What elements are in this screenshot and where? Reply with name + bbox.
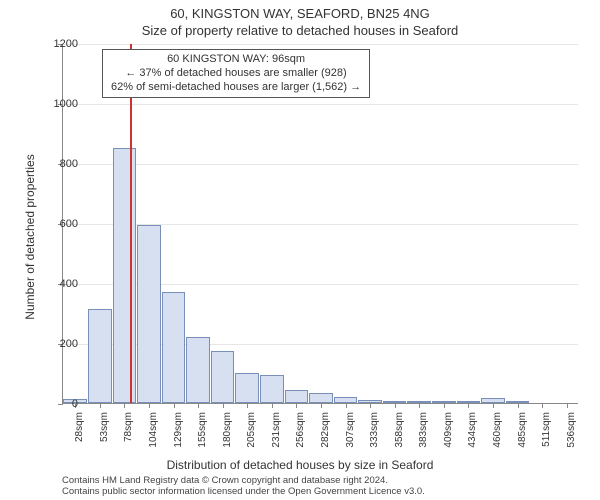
y-tick-label: 200 xyxy=(42,338,78,350)
x-tick-label: 333sqm xyxy=(369,412,380,452)
x-tick-label: 155sqm xyxy=(197,412,208,452)
y-tick-label: 800 xyxy=(42,158,78,170)
histogram-bar xyxy=(162,292,186,403)
x-tick-label: 180sqm xyxy=(222,412,233,452)
x-tick-label: 511sqm xyxy=(541,412,552,452)
x-tick-mark xyxy=(198,403,199,408)
chart-title-main: 60, KINGSTON WAY, SEAFORD, BN25 4NG xyxy=(0,6,600,21)
x-tick-label: 282sqm xyxy=(320,412,331,452)
y-tick-label: 400 xyxy=(42,278,78,290)
x-tick-label: 434sqm xyxy=(467,412,478,452)
x-tick-mark xyxy=(346,403,347,408)
x-tick-mark xyxy=(124,403,125,408)
x-tick-label: 104sqm xyxy=(148,412,159,452)
annotation-line: 60 KINGSTON WAY: 96sqm xyxy=(111,53,361,67)
x-tick-label: 28sqm xyxy=(74,412,85,452)
x-tick-label: 53sqm xyxy=(99,412,110,452)
x-tick-mark xyxy=(542,403,543,408)
x-tick-mark xyxy=(272,403,273,408)
x-tick-label: 256sqm xyxy=(295,412,306,452)
x-tick-label: 383sqm xyxy=(418,412,429,452)
x-tick-label: 358sqm xyxy=(394,412,405,452)
x-tick-mark xyxy=(247,403,248,408)
x-tick-label: 205sqm xyxy=(246,412,257,452)
x-tick-mark xyxy=(518,403,519,408)
x-tick-mark xyxy=(419,403,420,408)
annotation-line: ← 37% of detached houses are smaller (92… xyxy=(111,67,361,81)
x-tick-mark xyxy=(370,403,371,408)
gridline xyxy=(63,104,578,105)
x-tick-mark xyxy=(395,403,396,408)
annotation-box: 60 KINGSTON WAY: 96sqm← 37% of detached … xyxy=(102,49,370,98)
x-tick-mark xyxy=(444,403,445,408)
y-tick-label: 1200 xyxy=(42,38,78,50)
x-tick-mark xyxy=(296,403,297,408)
histogram-bar xyxy=(137,225,161,404)
x-tick-label: 129sqm xyxy=(173,412,184,452)
x-tick-label: 231sqm xyxy=(271,412,282,452)
x-tick-mark xyxy=(493,403,494,408)
x-tick-mark xyxy=(567,403,568,408)
gridline xyxy=(63,164,578,165)
gridline xyxy=(63,44,578,45)
histogram-bar xyxy=(186,337,210,403)
x-tick-label: 307sqm xyxy=(345,412,356,452)
x-tick-mark xyxy=(468,403,469,408)
y-tick-label: 0 xyxy=(42,398,78,410)
x-tick-mark xyxy=(223,403,224,408)
histogram-bar xyxy=(113,148,137,403)
y-tick-label: 600 xyxy=(42,218,78,230)
annotation-line: 62% of semi-detached houses are larger (… xyxy=(111,81,361,95)
x-tick-label: 78sqm xyxy=(123,412,134,452)
attribution-text: Contains HM Land Registry data © Crown c… xyxy=(62,476,425,497)
histogram-bar xyxy=(285,390,309,404)
histogram-bar xyxy=(260,375,284,404)
x-tick-mark xyxy=(321,403,322,408)
y-axis-label: Number of detached properties xyxy=(23,137,37,337)
x-axis-label: Distribution of detached houses by size … xyxy=(0,458,600,472)
x-tick-label: 409sqm xyxy=(443,412,454,452)
chart-title-sub: Size of property relative to detached ho… xyxy=(0,23,600,38)
histogram-bar xyxy=(235,373,259,403)
histogram-bar xyxy=(309,393,333,404)
attribution-line-1: Contains HM Land Registry data © Crown c… xyxy=(62,476,425,486)
histogram-bar xyxy=(88,309,112,404)
x-tick-mark xyxy=(174,403,175,408)
histogram-bar xyxy=(211,351,235,404)
attribution-line-2: Contains public sector information licen… xyxy=(62,487,425,497)
x-tick-label: 460sqm xyxy=(492,412,503,452)
x-tick-label: 485sqm xyxy=(517,412,528,452)
x-tick-mark xyxy=(100,403,101,408)
x-tick-label: 536sqm xyxy=(566,412,577,452)
y-tick-label: 1000 xyxy=(42,98,78,110)
x-tick-mark xyxy=(149,403,150,408)
